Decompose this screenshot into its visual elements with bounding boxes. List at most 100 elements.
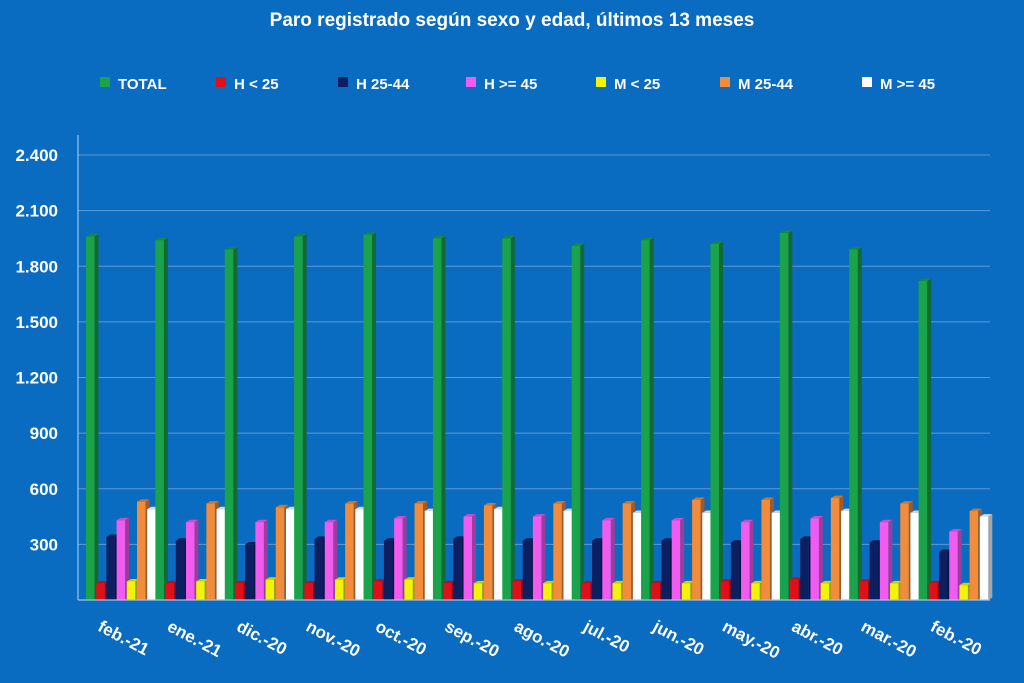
legend-swatch [720, 77, 730, 87]
bar-top [641, 237, 654, 241]
y-axis: 300 600 900 1.200 1.500 1.800 2.100 2.400 [15, 146, 58, 554]
legend-swatch [466, 77, 476, 87]
bar-top [751, 580, 764, 584]
bar [345, 503, 354, 600]
axes [77, 135, 990, 601]
bar [432, 238, 442, 600]
bar-top [581, 580, 595, 584]
bar-top [255, 519, 268, 523]
bar [404, 579, 413, 600]
bar [681, 583, 691, 600]
bar [234, 583, 244, 600]
bar [494, 509, 503, 600]
bar-side [372, 232, 377, 600]
bar-top [918, 278, 932, 282]
bar [453, 538, 462, 600]
bar-top [196, 579, 209, 582]
bar-side [302, 234, 307, 600]
bar-top [165, 580, 179, 584]
bar-top [779, 230, 793, 233]
bar-side [194, 519, 199, 600]
bar-top [800, 536, 813, 539]
bar-top [879, 519, 893, 523]
bar [245, 544, 254, 600]
bar [841, 511, 850, 600]
bar-top [661, 538, 674, 541]
legend-swatch [338, 77, 348, 87]
bar-top [959, 582, 972, 586]
bar-top [404, 577, 417, 580]
bar-side [94, 234, 99, 600]
bar [959, 585, 968, 600]
bar [334, 579, 344, 600]
bar-side [125, 517, 130, 600]
legend-label: H < 25 [234, 76, 279, 93]
bar-top [473, 580, 487, 584]
bar-top [96, 580, 109, 584]
bar-top [224, 247, 238, 250]
bar-side [649, 237, 654, 600]
bar-top [314, 536, 328, 539]
bar-side [857, 247, 862, 600]
bar [918, 281, 928, 600]
bar [741, 522, 750, 600]
bar [751, 583, 760, 600]
x-axis: feb.-21 ene.-21 dic.-20 nov.-20 oct.-20 sep.-… [95, 616, 985, 662]
bar [612, 583, 621, 600]
bar [810, 518, 819, 600]
bar-top [453, 536, 466, 539]
bar [314, 538, 324, 600]
x-tick-label: oct.-20 [372, 617, 429, 660]
legend-label: M >= 45 [880, 76, 935, 93]
bar-top [334, 577, 348, 580]
bar-top [463, 514, 477, 517]
bar [147, 509, 156, 600]
bar-top [612, 580, 625, 584]
bar-top [394, 516, 407, 519]
bar-top [571, 243, 585, 246]
y-tick-label: 2.400 [15, 146, 58, 165]
bar [641, 240, 650, 600]
bar [532, 516, 542, 600]
bar-top [175, 538, 189, 541]
bar-top [928, 580, 942, 584]
bar [910, 512, 919, 600]
bar-top [681, 580, 695, 584]
bar [502, 238, 511, 600]
bar-top [126, 579, 140, 582]
bar [622, 503, 632, 600]
bar-top [859, 579, 872, 582]
bar-side [927, 278, 932, 600]
x-tick-label: abr.-20 [789, 617, 846, 660]
bar-side [510, 236, 515, 600]
y-tick-label: 300 [30, 535, 58, 554]
x-tick-label: feb.-20 [927, 617, 984, 660]
bar-top [671, 517, 685, 521]
bar [224, 249, 234, 600]
bar-top [324, 519, 338, 523]
legend-label: M < 25 [614, 76, 660, 93]
bar-top [483, 503, 497, 506]
bar [116, 520, 126, 600]
bar-top [830, 495, 844, 499]
bar-side [441, 236, 446, 600]
bar-top [969, 508, 983, 511]
bar [373, 581, 383, 600]
bar-side [233, 247, 238, 600]
bar [165, 583, 175, 600]
bar [849, 249, 858, 600]
bar [939, 551, 948, 600]
legend-swatch [596, 77, 606, 87]
bar-top [345, 501, 358, 504]
bar-top [265, 577, 279, 580]
bar [443, 583, 452, 600]
bar-top [532, 514, 546, 517]
bar [522, 540, 532, 600]
bar [671, 520, 681, 600]
legend-label: M 25-44 [738, 76, 794, 93]
bar [761, 499, 770, 600]
bar [155, 240, 164, 600]
y-tick-label: 1.800 [15, 257, 58, 276]
bar [900, 503, 909, 600]
y-tick-label: 1.500 [15, 313, 58, 332]
